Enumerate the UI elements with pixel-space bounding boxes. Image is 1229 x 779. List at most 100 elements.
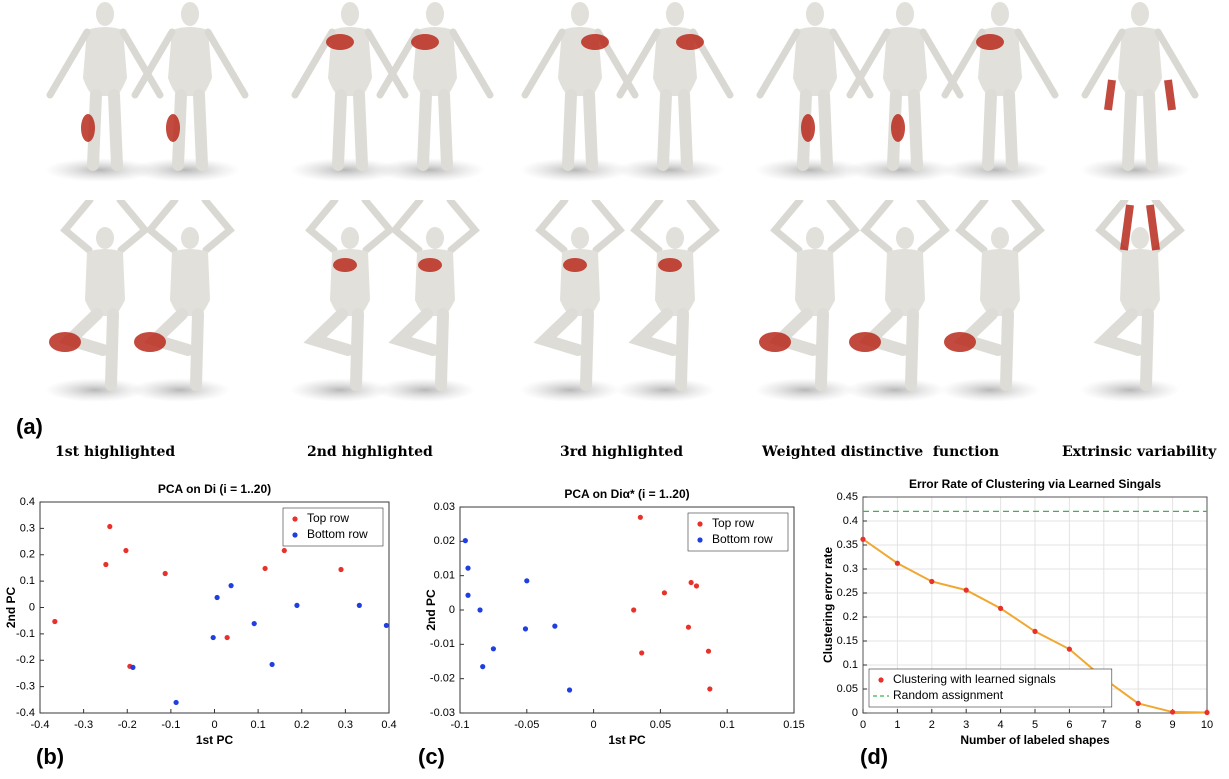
- x-tick-label: 4: [998, 719, 1004, 731]
- y-axis-label: Clustering error rate: [821, 547, 835, 663]
- x-tick-label: 0.2: [294, 719, 309, 731]
- legend-label: Top row: [712, 516, 754, 530]
- point: [465, 565, 471, 571]
- point: [123, 547, 129, 554]
- point: [210, 634, 216, 641]
- point: [130, 664, 136, 670]
- y-tick-label: 0: [29, 601, 35, 613]
- legend-label: Random assignment: [893, 688, 1004, 702]
- x-tick-label: 0: [211, 719, 217, 731]
- chart-title: PCA on Di (i = 1..20): [158, 482, 271, 496]
- legend-marker: [292, 516, 298, 522]
- legend-label: Bottom row: [712, 532, 773, 546]
- point: [963, 587, 969, 593]
- x-tick-label: 0: [860, 719, 866, 731]
- point: [52, 618, 58, 625]
- point: [107, 523, 113, 530]
- point: [998, 605, 1004, 611]
- chart-title: PCA on Diα* (i = 1..20): [564, 487, 689, 501]
- point: [383, 622, 389, 629]
- x-tick-label: 8: [1135, 719, 1141, 731]
- plot-frame: [39, 501, 390, 714]
- caption: 2nd highlighted: [307, 444, 433, 460]
- point: [262, 565, 268, 572]
- point: [477, 607, 483, 613]
- legend-label: Clustering with learned signals: [893, 672, 1056, 686]
- x-tick-label: 9: [1170, 719, 1176, 731]
- point: [522, 626, 529, 632]
- x-tick-label: 0.1: [720, 719, 735, 731]
- point: [1204, 709, 1210, 716]
- plot-frame: [862, 496, 1208, 714]
- point: [1066, 646, 1072, 652]
- point: [705, 648, 712, 654]
- point: [480, 664, 486, 670]
- panel-label: (c): [418, 744, 445, 769]
- caption: Weighted distinctive function: [761, 444, 999, 460]
- point: [1135, 700, 1141, 707]
- plot-frame: [459, 506, 795, 714]
- point: [637, 514, 643, 520]
- y-tick-label: 0.01: [434, 570, 455, 582]
- x-tick-label: 0.1: [250, 719, 265, 731]
- x-tick-label: -0.2: [118, 719, 137, 731]
- x-tick-label: 0.15: [783, 719, 804, 731]
- x-axis-label: Number of labeled shapes: [960, 733, 1110, 747]
- point: [214, 594, 220, 601]
- y-tick-label: 0.02: [434, 535, 455, 547]
- x-tick-label: 6: [1066, 719, 1072, 731]
- x-tick-label: 5: [1032, 719, 1038, 731]
- legend-marker: [697, 537, 703, 543]
- panel-label: (b): [36, 744, 64, 769]
- point: [224, 634, 230, 641]
- legend-label: Bottom row: [307, 527, 368, 541]
- caption: 1st highlighted: [55, 444, 175, 460]
- y-tick-label: 0: [852, 707, 858, 719]
- y-tick-label: 0.4: [20, 496, 35, 508]
- caption: Extrinsic variability: [1062, 444, 1217, 460]
- mesh-renderings: [45, 2, 1195, 402]
- y-tick-label: 0.03: [434, 501, 455, 513]
- chart: -0.1 -0.05 0 0.05 0.1 0.15 -0.03 -0.02 -0.01 0 0.0…: [424, 487, 805, 747]
- panel-label: (d): [860, 744, 888, 769]
- point: [524, 578, 530, 584]
- y-tick-label: 0.3: [20, 522, 35, 534]
- point: [173, 699, 179, 706]
- x-tick-label: 0.05: [650, 719, 671, 731]
- x-tick-label: -0.05: [514, 719, 539, 731]
- point: [294, 602, 300, 608]
- point: [462, 538, 468, 544]
- point: [631, 607, 637, 613]
- x-tick-label: 0.4: [381, 719, 396, 731]
- panel-label: (a): [16, 414, 43, 439]
- y-tick-label: 0.2: [20, 549, 35, 561]
- y-tick-label: 0.25: [837, 587, 858, 599]
- legend-label: Top row: [307, 511, 349, 525]
- point: [929, 578, 935, 585]
- legend-marker: [292, 532, 298, 538]
- x-tick-label: 10: [1201, 719, 1213, 731]
- legend-box: [687, 512, 789, 552]
- y-axis-label: 2nd PC: [424, 589, 438, 631]
- point: [707, 686, 713, 692]
- x-axis-label: 1st PC: [608, 733, 646, 747]
- point: [1170, 709, 1176, 715]
- caption: 3rd highlighted: [560, 444, 683, 460]
- legend-box: [282, 507, 384, 547]
- x-tick-label: 7: [1101, 719, 1107, 731]
- point: [1032, 628, 1038, 635]
- point: [228, 583, 234, 589]
- point: [103, 561, 109, 568]
- point: [693, 583, 700, 589]
- point: [356, 602, 362, 608]
- point: [661, 590, 668, 596]
- y-tick-label: 0: [449, 604, 455, 616]
- y-tick-label: 0.1: [20, 575, 35, 587]
- y-tick-label: 0.1: [843, 659, 858, 671]
- x-tick-label: -0.3: [74, 719, 93, 731]
- y-tick-label: 0.4: [843, 515, 858, 527]
- point: [639, 650, 645, 656]
- y-axis-label: 2nd PC: [4, 587, 18, 629]
- y-tick-label: 0.45: [837, 491, 858, 503]
